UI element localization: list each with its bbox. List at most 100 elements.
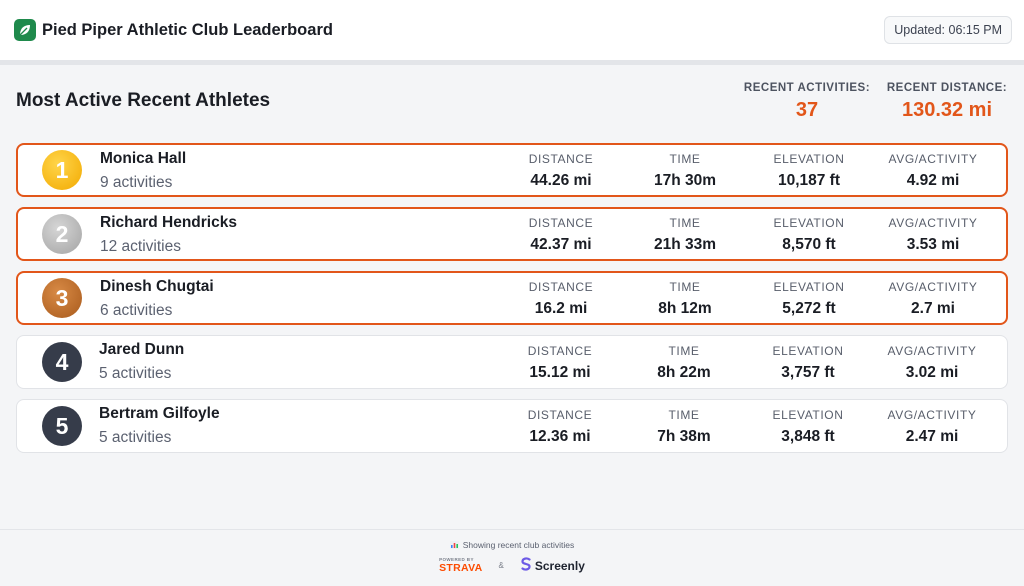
athlete-card-4: 4 Jared Dunn 5 activities DISTANCE 15.12… [16, 335, 1008, 389]
metric-distance: DISTANCE 44.26 mi [491, 152, 631, 190]
rank-badge-bronze: 3 [42, 278, 82, 318]
leaderboard-list: 1 Monica Hall 9 activities DISTANCE 44.2… [16, 143, 1008, 463]
metric-value: 12.36 mi [529, 428, 591, 445]
metric-label: AVG/ACTIVITY [888, 216, 978, 230]
metric-label: DISTANCE [528, 280, 594, 294]
header-divider [0, 60, 1024, 65]
metric-label: ELEVATION [773, 216, 845, 230]
athlete-name: Dinesh Chugtai [100, 278, 214, 295]
metric-label: DISTANCE [528, 216, 594, 230]
metric-label: ELEVATION [772, 344, 844, 358]
metric-elevation: ELEVATION 8,570 ft [739, 216, 879, 254]
metric-value: 7h 38m [657, 428, 711, 445]
athlete-info: Bertram Gilfoyle 5 activities [99, 405, 220, 447]
footer-note-text: Showing recent club activities [462, 540, 575, 550]
metric-avg-activity: AVG/ACTIVITY 2.7 mi [863, 280, 1003, 318]
strava-wordmark: STRAVA [439, 562, 483, 574]
metric-time: TIME 7h 38m [614, 408, 754, 446]
athlete-info: Dinesh Chugtai 6 activities [100, 278, 214, 320]
metric-label: ELEVATION [773, 280, 845, 294]
recent-activities-stat: RECENT ACTIVITIES: 37 [742, 82, 872, 122]
athlete-name: Jared Dunn [99, 341, 185, 358]
metric-avg-activity: AVG/ACTIVITY 3.53 mi [863, 216, 1003, 254]
metric-value: 8h 22m [657, 364, 711, 381]
brand: Pied Piper Athletic Club Leaderboard [14, 19, 333, 41]
metric-elevation: ELEVATION 10,187 ft [739, 152, 879, 190]
athlete-info: Jared Dunn 5 activities [99, 341, 184, 383]
metric-value: 8h 12m [658, 300, 712, 317]
metric-value: 15.12 mi [529, 364, 591, 381]
metric-value: 2.7 mi [911, 300, 955, 317]
metric-value: 21h 33m [653, 236, 717, 253]
metric-distance: DISTANCE 16.2 mi [491, 280, 631, 318]
athlete-card-5: 5 Bertram Gilfoyle 5 activities DISTANCE… [16, 399, 1008, 453]
metric-label: AVG/ACTIVITY [887, 408, 977, 422]
athlete-name: Richard Hendricks [100, 214, 237, 231]
metric-value: 3,757 ft [781, 364, 835, 381]
powered-by: POWERED BY STRAVA & Screenly [0, 557, 1024, 574]
metric-distance: DISTANCE 42.37 mi [491, 216, 631, 254]
footer-note: Showing recent club activities [0, 540, 1024, 551]
metric-value: 10,187 ft [777, 172, 841, 189]
metric-elevation: ELEVATION 3,848 ft [738, 408, 878, 446]
screenly-wordmark: Screenly [534, 558, 585, 573]
recent-distance-value: 130.32 mi [901, 99, 993, 121]
metric-label: AVG/ACTIVITY [887, 344, 977, 358]
athlete-name: Bertram Gilfoyle [99, 405, 220, 422]
athlete-activity-count: 6 activities [100, 302, 173, 319]
metric-value: 42.37 mi [530, 236, 592, 253]
athlete-activity-count: 9 activities [100, 174, 173, 191]
metric-value: 17h 30m [653, 172, 717, 189]
metric-value: 3.53 mi [906, 236, 960, 253]
metric-time: TIME 8h 22m [614, 344, 754, 382]
athlete-info: Monica Hall 9 activities [100, 150, 186, 192]
athlete-name: Monica Hall [100, 150, 187, 167]
metric-label: ELEVATION [772, 408, 844, 422]
metric-distance: DISTANCE 12.36 mi [490, 408, 630, 446]
ampersand: & [498, 561, 504, 570]
metric-label: TIME [669, 152, 701, 166]
metric-avg-activity: AVG/ACTIVITY 4.92 mi [863, 152, 1003, 190]
metric-label: TIME [669, 280, 701, 294]
metric-label: AVG/ACTIVITY [888, 280, 978, 294]
header-bar: Pied Piper Athletic Club Leaderboard Upd… [0, 0, 1024, 60]
metric-label: ELEVATION [773, 152, 845, 166]
metric-value: 5,272 ft [782, 300, 836, 317]
bar-chart-icon [449, 541, 459, 551]
recent-activities-value: 37 [795, 99, 819, 121]
metric-label: AVG/ACTIVITY [888, 152, 978, 166]
screenly-logo: Screenly [520, 557, 585, 574]
metric-value: 3,848 ft [781, 428, 835, 445]
metric-value: 2.47 mi [905, 428, 959, 445]
metric-label: TIME [668, 344, 700, 358]
rank-badge-gold: 1 [42, 150, 82, 190]
recent-distance-label: RECENT DISTANCE: [886, 82, 1008, 94]
rank-badge: 5 [42, 406, 82, 446]
metric-label: DISTANCE [528, 152, 594, 166]
screenly-logo-icon [520, 557, 532, 574]
metric-value: 4.92 mi [906, 172, 960, 189]
rank-badge: 4 [42, 342, 82, 382]
metric-value: 3.02 mi [905, 364, 959, 381]
recent-activities-label: RECENT ACTIVITIES: [743, 82, 871, 94]
metric-label: DISTANCE [527, 408, 593, 422]
recent-distance-stat: RECENT DISTANCE: 130.32 mi [884, 82, 1010, 122]
metric-avg-activity: AVG/ACTIVITY 2.47 mi [862, 408, 1002, 446]
athlete-activity-count: 12 activities [100, 238, 181, 255]
metric-avg-activity: AVG/ACTIVITY 3.02 mi [862, 344, 1002, 382]
metric-value: 8,570 ft [782, 236, 836, 253]
athlete-card-1: 1 Monica Hall 9 activities DISTANCE 44.2… [16, 143, 1008, 197]
rank-badge-silver: 2 [42, 214, 82, 254]
metric-time: TIME 17h 30m [615, 152, 755, 190]
athlete-activity-count: 5 activities [99, 429, 172, 446]
metric-label: TIME [669, 216, 701, 230]
section-title: Most Active Recent Athletes [16, 90, 271, 111]
metric-distance: DISTANCE 15.12 mi [490, 344, 630, 382]
metric-value: 44.26 mi [530, 172, 592, 189]
metric-elevation: ELEVATION 5,272 ft [739, 280, 879, 318]
updated-timestamp: Updated: 06:15 PM [884, 16, 1012, 44]
athlete-card-3: 3 Dinesh Chugtai 6 activities DISTANCE 1… [16, 271, 1008, 325]
athlete-card-2: 2 Richard Hendricks 12 activities DISTAN… [16, 207, 1008, 261]
metric-elevation: ELEVATION 3,757 ft [738, 344, 878, 382]
footer-divider [0, 529, 1024, 530]
